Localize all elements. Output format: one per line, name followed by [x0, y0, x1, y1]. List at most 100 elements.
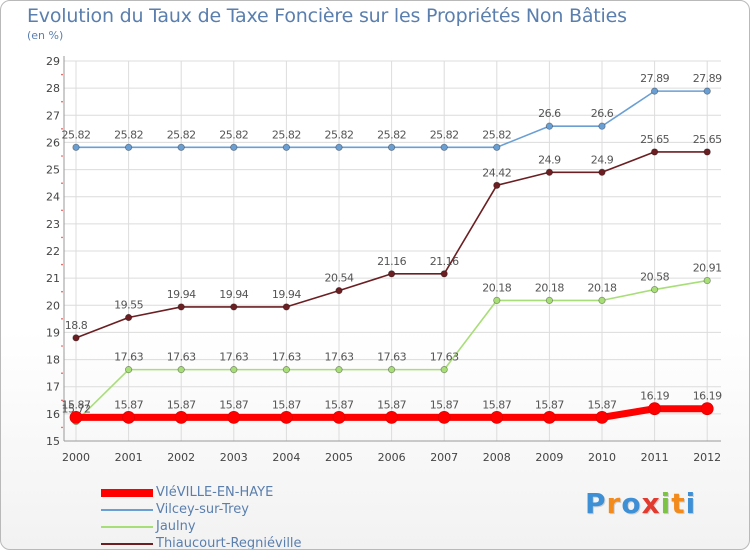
y-minor-tick	[61, 426, 63, 429]
x-tick-label: 2011	[641, 451, 669, 464]
data-label: 25.82	[482, 128, 511, 141]
series-point	[650, 285, 659, 294]
chart-subtitle: (en %)	[27, 29, 64, 42]
data-label: 25.82	[114, 128, 143, 141]
legend-swatch	[101, 489, 153, 497]
data-label: 25.82	[167, 128, 196, 141]
y-minor-tick	[61, 263, 63, 266]
data-label: 25.82	[377, 128, 406, 141]
x-tick-label: 2004	[272, 451, 300, 464]
x-tick-label: 2007	[430, 451, 458, 464]
y-minor-tick	[61, 100, 63, 103]
series-point	[490, 410, 504, 424]
series-point	[335, 143, 343, 151]
data-label: 24.9	[538, 153, 561, 166]
series-point	[545, 296, 554, 304]
series-point	[69, 410, 83, 424]
data-label: 15.72	[62, 402, 91, 415]
data-label: 25.82	[219, 128, 248, 141]
legend-swatch	[101, 543, 153, 545]
x-tick-label: 2005	[325, 451, 353, 464]
series-point	[703, 276, 711, 285]
series-point	[598, 168, 606, 176]
y-minor-tick	[61, 399, 63, 402]
y-tick-label: 26	[46, 136, 60, 149]
data-label: 16.19	[693, 390, 722, 403]
y-minor-tick	[61, 372, 63, 374]
legend-label: Jaulny	[156, 519, 196, 534]
series-point	[335, 366, 343, 374]
data-label: 20.18	[535, 281, 564, 294]
data-label: 19.94	[272, 288, 301, 301]
series-point	[543, 410, 556, 424]
data-label: 19.94	[219, 288, 248, 301]
data-label: 17.63	[325, 351, 354, 364]
series-point	[703, 87, 711, 95]
series-point	[595, 410, 609, 424]
x-tick-label: 2001	[115, 451, 143, 464]
series-point	[230, 303, 238, 311]
y-tick-label: 29	[46, 55, 60, 68]
legend-label: VIéVILLE-EN-HAYE	[156, 485, 274, 500]
y-minor-tick	[61, 155, 63, 157]
data-label: 24.42	[482, 166, 511, 179]
series-point	[282, 143, 290, 151]
y-minor-tick	[61, 236, 63, 239]
data-label: 26.6	[591, 107, 614, 120]
data-label: 17.63	[114, 351, 143, 364]
data-label: 27.89	[640, 72, 669, 85]
data-label: 15.87	[62, 398, 91, 411]
series-point	[332, 410, 346, 424]
y-tick-label: 18	[46, 354, 60, 367]
series-point	[545, 168, 554, 176]
y-tick-label: 22	[46, 245, 60, 258]
series-point	[282, 303, 290, 311]
data-label: 21.16	[430, 255, 459, 268]
series-point	[493, 181, 501, 189]
data-label: 25.82	[272, 128, 301, 141]
x-tick-label: 2010	[588, 451, 616, 464]
series-point	[335, 287, 343, 295]
series-point	[282, 366, 290, 374]
legend-item: VIéVILLE-EN-HAYE	[101, 485, 361, 501]
legend-swatch	[101, 509, 153, 511]
data-label: 18.8	[65, 319, 88, 332]
series-point	[387, 143, 396, 151]
data-label: 15.87	[588, 398, 617, 411]
series-point	[177, 366, 185, 374]
series-point	[545, 122, 554, 130]
x-tick-label: 2009	[535, 451, 563, 464]
data-label: 15.87	[114, 398, 143, 411]
series-point	[125, 366, 133, 374]
legend-item: Thiaucourt-Regniéville	[101, 536, 361, 549]
series-point	[177, 143, 185, 151]
series-point	[598, 122, 606, 130]
series-point	[650, 87, 659, 95]
y-minor-tick	[61, 318, 63, 320]
data-label: 15.87	[377, 398, 406, 411]
data-label: 17.63	[377, 351, 406, 364]
series-point	[387, 270, 396, 278]
y-tick-label: 25	[46, 164, 60, 177]
data-label: 15.87	[167, 398, 196, 411]
x-tick-label: 2000	[62, 451, 90, 464]
series-point	[122, 410, 135, 424]
series-point	[493, 296, 501, 304]
series-point	[440, 366, 448, 374]
data-label: 20.54	[325, 272, 354, 285]
series-point	[125, 143, 133, 151]
y-minor-tick	[61, 209, 63, 212]
data-label: 26.6	[538, 107, 561, 120]
series-point	[493, 143, 501, 151]
series-point	[177, 303, 185, 311]
series-point	[385, 410, 399, 424]
series-point	[230, 366, 238, 374]
data-label: 15.87	[535, 398, 564, 411]
y-tick-label: 15	[46, 435, 60, 448]
data-label: 19.94	[167, 288, 196, 301]
data-label: 15.87	[482, 398, 511, 411]
y-minor-tick	[61, 182, 63, 184]
y-tick-label: 16	[46, 408, 60, 421]
data-label: 25.65	[693, 133, 722, 146]
